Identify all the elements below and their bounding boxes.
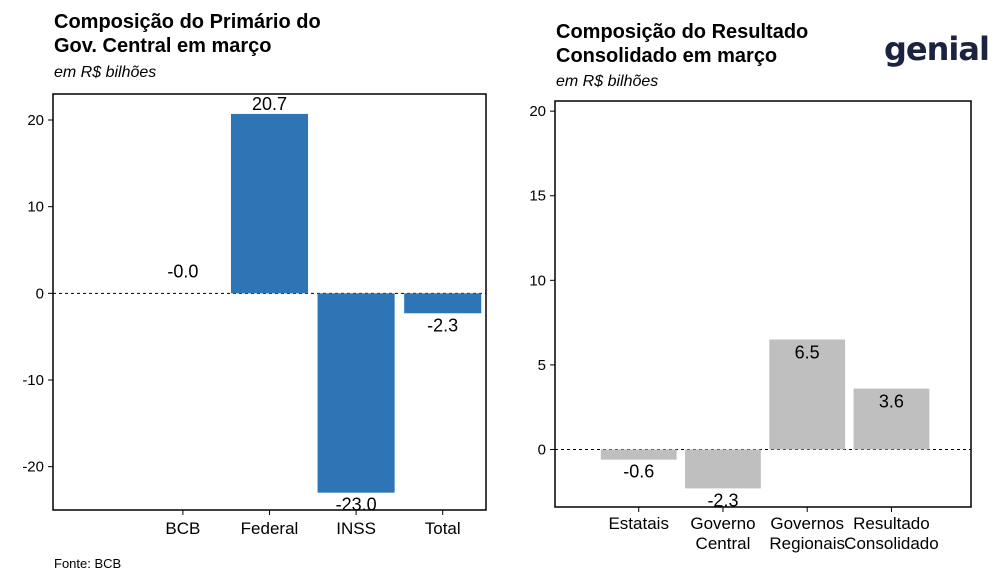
right-data-label: 6.5: [795, 343, 820, 363]
source-note: Fonte: BCB: [54, 556, 122, 571]
left-bar: [404, 293, 482, 314]
right-category-label: Governos: [770, 514, 844, 533]
right-y-tick-label: 5: [538, 357, 546, 374]
right-category-label: Regionais: [769, 534, 845, 553]
left-y-tick-label: -20: [22, 459, 44, 476]
right-chart-title-line2: Consolidado em março: [556, 45, 778, 67]
right-y-tick-label: 15: [529, 188, 546, 205]
left-category-label: BCB: [165, 519, 200, 538]
left-chart-title: Composição do Primário do Gov. Central e…: [54, 10, 321, 58]
left-y-tick-label: 20: [27, 112, 44, 129]
right-chart-subtitle: em R$ bilhões: [556, 73, 659, 90]
left-y-tick-label: -10: [22, 372, 44, 389]
right-plot-frame: [554, 100, 972, 508]
right-y-tick-label: 10: [529, 272, 546, 289]
genial-logo: genial: [884, 30, 990, 68]
left-data-label: -2.3: [427, 315, 458, 335]
right-bar: [600, 449, 677, 460]
right-category-label: Consolidado: [844, 534, 939, 553]
left-data-label: -0.0: [167, 261, 198, 281]
right-bar: [685, 449, 761, 489]
right-data-label: 3.6: [879, 392, 904, 412]
left-data-label: 20.7: [252, 94, 287, 114]
left-chart-subtitle: em R$ bilhões: [54, 64, 157, 81]
right-y-tick-label: 0: [538, 441, 546, 458]
right-category-label: Central: [696, 534, 751, 553]
left-data-label: -23.0: [336, 495, 377, 515]
left-category-label: INSS: [336, 519, 376, 538]
right-chart-title-line1: Composição do Resultado: [556, 21, 809, 43]
left-y-tick-label: 0: [36, 285, 44, 302]
right-category-label: Governo: [690, 514, 755, 533]
right-category-label: Resultado: [853, 514, 930, 533]
left-category-label: Federal: [241, 519, 299, 538]
left-category-label: Total: [425, 519, 461, 538]
right-chart-title: Composição do Resultado Consolidado em m…: [556, 20, 808, 68]
left-chart-title-line2: Gov. Central em março: [54, 35, 272, 57]
right-bar: [769, 339, 846, 450]
right-data-label: -0.6: [623, 462, 654, 482]
right-category-label: Estatais: [608, 514, 668, 533]
right-data-label: -2.3: [707, 490, 738, 510]
left-y-tick-label: 10: [27, 199, 44, 216]
right-bar: [853, 388, 930, 450]
left-bar: [317, 293, 395, 493]
left-chart-title-line1: Composição do Primário do: [54, 11, 321, 33]
right-y-tick-label: 20: [529, 103, 546, 120]
left-bar: [230, 113, 309, 294]
